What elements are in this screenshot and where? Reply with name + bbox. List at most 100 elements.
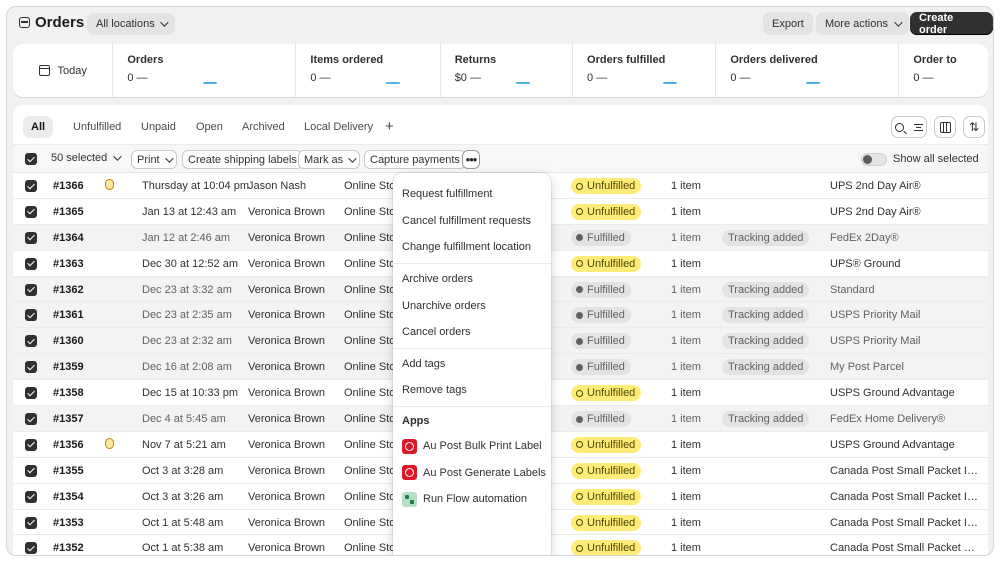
items-count: 1 item: [671, 180, 701, 192]
order-number[interactable]: #1365: [53, 205, 84, 218]
row-checkbox[interactable]: [25, 464, 37, 477]
order-number[interactable]: #1356: [53, 438, 84, 451]
select-all-checkbox[interactable]: [25, 153, 37, 165]
metric-label: Order to: [913, 54, 957, 66]
row-checkbox[interactable]: [25, 257, 37, 270]
items-count: 1 item: [671, 438, 701, 451]
create-order-button[interactable]: Create order: [910, 12, 993, 36]
metric-returns[interactable]: Returns $0 —: [439, 44, 572, 97]
metric-order-to[interactable]: Order to 0 —: [898, 44, 988, 97]
customer-name: Jason Nash: [248, 180, 307, 192]
bulk-actions-menu: Request fulfillment Cancel fulfillment re…: [393, 173, 551, 555]
tab-archived[interactable]: Archived: [242, 121, 285, 133]
row-checkbox[interactable]: [25, 361, 37, 374]
order-number[interactable]: #1355: [53, 464, 84, 477]
tab-unfulfilled[interactable]: Unfulfilled: [73, 121, 122, 133]
order-number[interactable]: #1361: [53, 309, 84, 322]
items-count: 1 item: [671, 335, 701, 348]
order-number[interactable]: #1354: [53, 490, 84, 503]
chevron-down-icon: [894, 17, 903, 27]
create-shipping-labels-button[interactable]: Create shipping labels: [182, 150, 303, 169]
mark-as-button[interactable]: Mark as: [298, 150, 361, 169]
row-checkbox[interactable]: [25, 231, 37, 244]
order-number[interactable]: #1362: [53, 283, 84, 296]
order-number[interactable]: #1364: [53, 231, 84, 244]
order-number[interactable]: #1358: [53, 387, 84, 400]
order-number[interactable]: #1360: [53, 335, 84, 348]
add-view-button[interactable]: +: [385, 118, 394, 135]
row-checkbox[interactable]: [25, 335, 37, 348]
more-actions-button[interactable]: More actions: [816, 12, 909, 35]
menu-item-request-fulfillment[interactable]: Request fulfillment: [402, 188, 493, 201]
row-checkbox[interactable]: [25, 516, 37, 529]
print-button[interactable]: Print: [131, 150, 177, 169]
fulfillment-status-text: Unfulfilled: [587, 205, 636, 218]
capture-payments-button[interactable]: Capture payments: [364, 150, 466, 169]
tab-open[interactable]: Open: [196, 121, 223, 133]
order-date: Nov 7 at 5:21 am: [142, 438, 226, 451]
row-checkbox[interactable]: [25, 490, 37, 503]
aupost-app-icon: [402, 465, 417, 481]
metric-orders-delivered[interactable]: Orders delivered 0 —: [715, 44, 898, 97]
export-button[interactable]: Export: [763, 12, 813, 35]
items-count: 1 item: [671, 464, 701, 477]
date-range-button[interactable]: Today: [13, 44, 112, 97]
metric-orders[interactable]: Orders 0 —: [112, 44, 295, 97]
row-checkbox[interactable]: [25, 413, 37, 426]
selection-count-button[interactable]: 50 selected: [51, 152, 122, 164]
metric-orders-fulfilled[interactable]: Orders fulfilled 0 —: [572, 44, 715, 97]
row-checkbox[interactable]: [25, 180, 37, 192]
tab-unpaid[interactable]: Unpaid: [141, 121, 176, 133]
shipping-method: Canada Post Small Packet Inte...: [830, 490, 980, 503]
menu-item-run-flow-automation[interactable]: Run Flow automation: [393, 486, 551, 513]
menu-item-cancel-orders[interactable]: Cancel orders: [402, 326, 471, 339]
row-checkbox[interactable]: [25, 309, 37, 322]
print-label: Print: [137, 153, 160, 166]
menu-item-au-post-bulk-print-label[interactable]: Au Post Bulk Print Label: [393, 433, 551, 460]
risk-shield-icon: [105, 179, 114, 190]
tab-local-delivery[interactable]: Local Delivery: [304, 121, 374, 133]
table-row[interactable]: #1352 Oct 1 at 5:38 am Veronica Brown Onlin…: [13, 535, 988, 555]
metric-items-ordered[interactable]: Items ordered 0 —: [295, 44, 439, 97]
metric-label: Returns: [454, 54, 497, 66]
row-checkbox[interactable]: [25, 387, 37, 400]
row-checkbox[interactable]: [25, 438, 37, 451]
order-number[interactable]: #1352: [53, 542, 84, 555]
more-bulk-actions-button[interactable]: •••: [462, 150, 480, 169]
sort-button[interactable]: ⇅: [963, 116, 985, 138]
order-number[interactable]: #1366: [53, 180, 84, 192]
order-number[interactable]: #1363: [53, 257, 84, 270]
shipping-method: UPS 2nd Day Air®: [830, 180, 921, 192]
columns-button[interactable]: [934, 116, 956, 138]
fulfillment-status-text: Unfulfilled: [587, 257, 636, 270]
sparkline: [663, 82, 678, 84]
sales-channel: Online Store: [344, 438, 394, 451]
menu-item-au-post-generate-labels[interactable]: Au Post Generate Labels: [393, 459, 551, 486]
customer-name: Veronica Brown: [248, 464, 326, 477]
row-checkbox[interactable]: [25, 542, 37, 555]
row-checkbox[interactable]: [25, 205, 37, 218]
row-checkbox[interactable]: [25, 283, 37, 296]
tab-all[interactable]: All: [23, 116, 54, 138]
order-date: Dec 16 at 2:08 am: [142, 361, 232, 374]
order-number[interactable]: #1359: [53, 361, 84, 374]
location-filter-button[interactable]: All locations: [87, 13, 175, 35]
search-filter-button[interactable]: [891, 116, 927, 138]
aupost-app-icon: [402, 438, 417, 454]
menu-item-archive-orders[interactable]: Archive orders: [402, 273, 473, 286]
flow-app-icon: [402, 491, 417, 507]
shipping-method: FedEx 2Day®: [830, 231, 899, 244]
page-header: Orders All locations Export More actions…: [7, 7, 993, 41]
fulfillment-status-badge: Unfulfilled: [571, 203, 642, 220]
order-number[interactable]: #1357: [53, 413, 84, 426]
customer-name: Veronica Brown: [248, 335, 326, 348]
order-date: Oct 1 at 5:48 am: [142, 516, 224, 529]
show-all-selected-toggle[interactable]: [861, 153, 887, 166]
menu-item-change-fulfillment-location[interactable]: Change fulfillment location: [402, 241, 532, 254]
status-dot-icon: [576, 363, 583, 371]
menu-item-remove-tags[interactable]: Remove tags: [402, 384, 467, 397]
menu-item-add-tags[interactable]: Add tags: [402, 357, 446, 370]
order-number[interactable]: #1353: [53, 516, 84, 529]
menu-item-unarchive-orders[interactable]: Unarchive orders: [402, 299, 486, 312]
menu-item-cancel-fulfillment-requests[interactable]: Cancel fulfillment requests: [402, 214, 532, 227]
